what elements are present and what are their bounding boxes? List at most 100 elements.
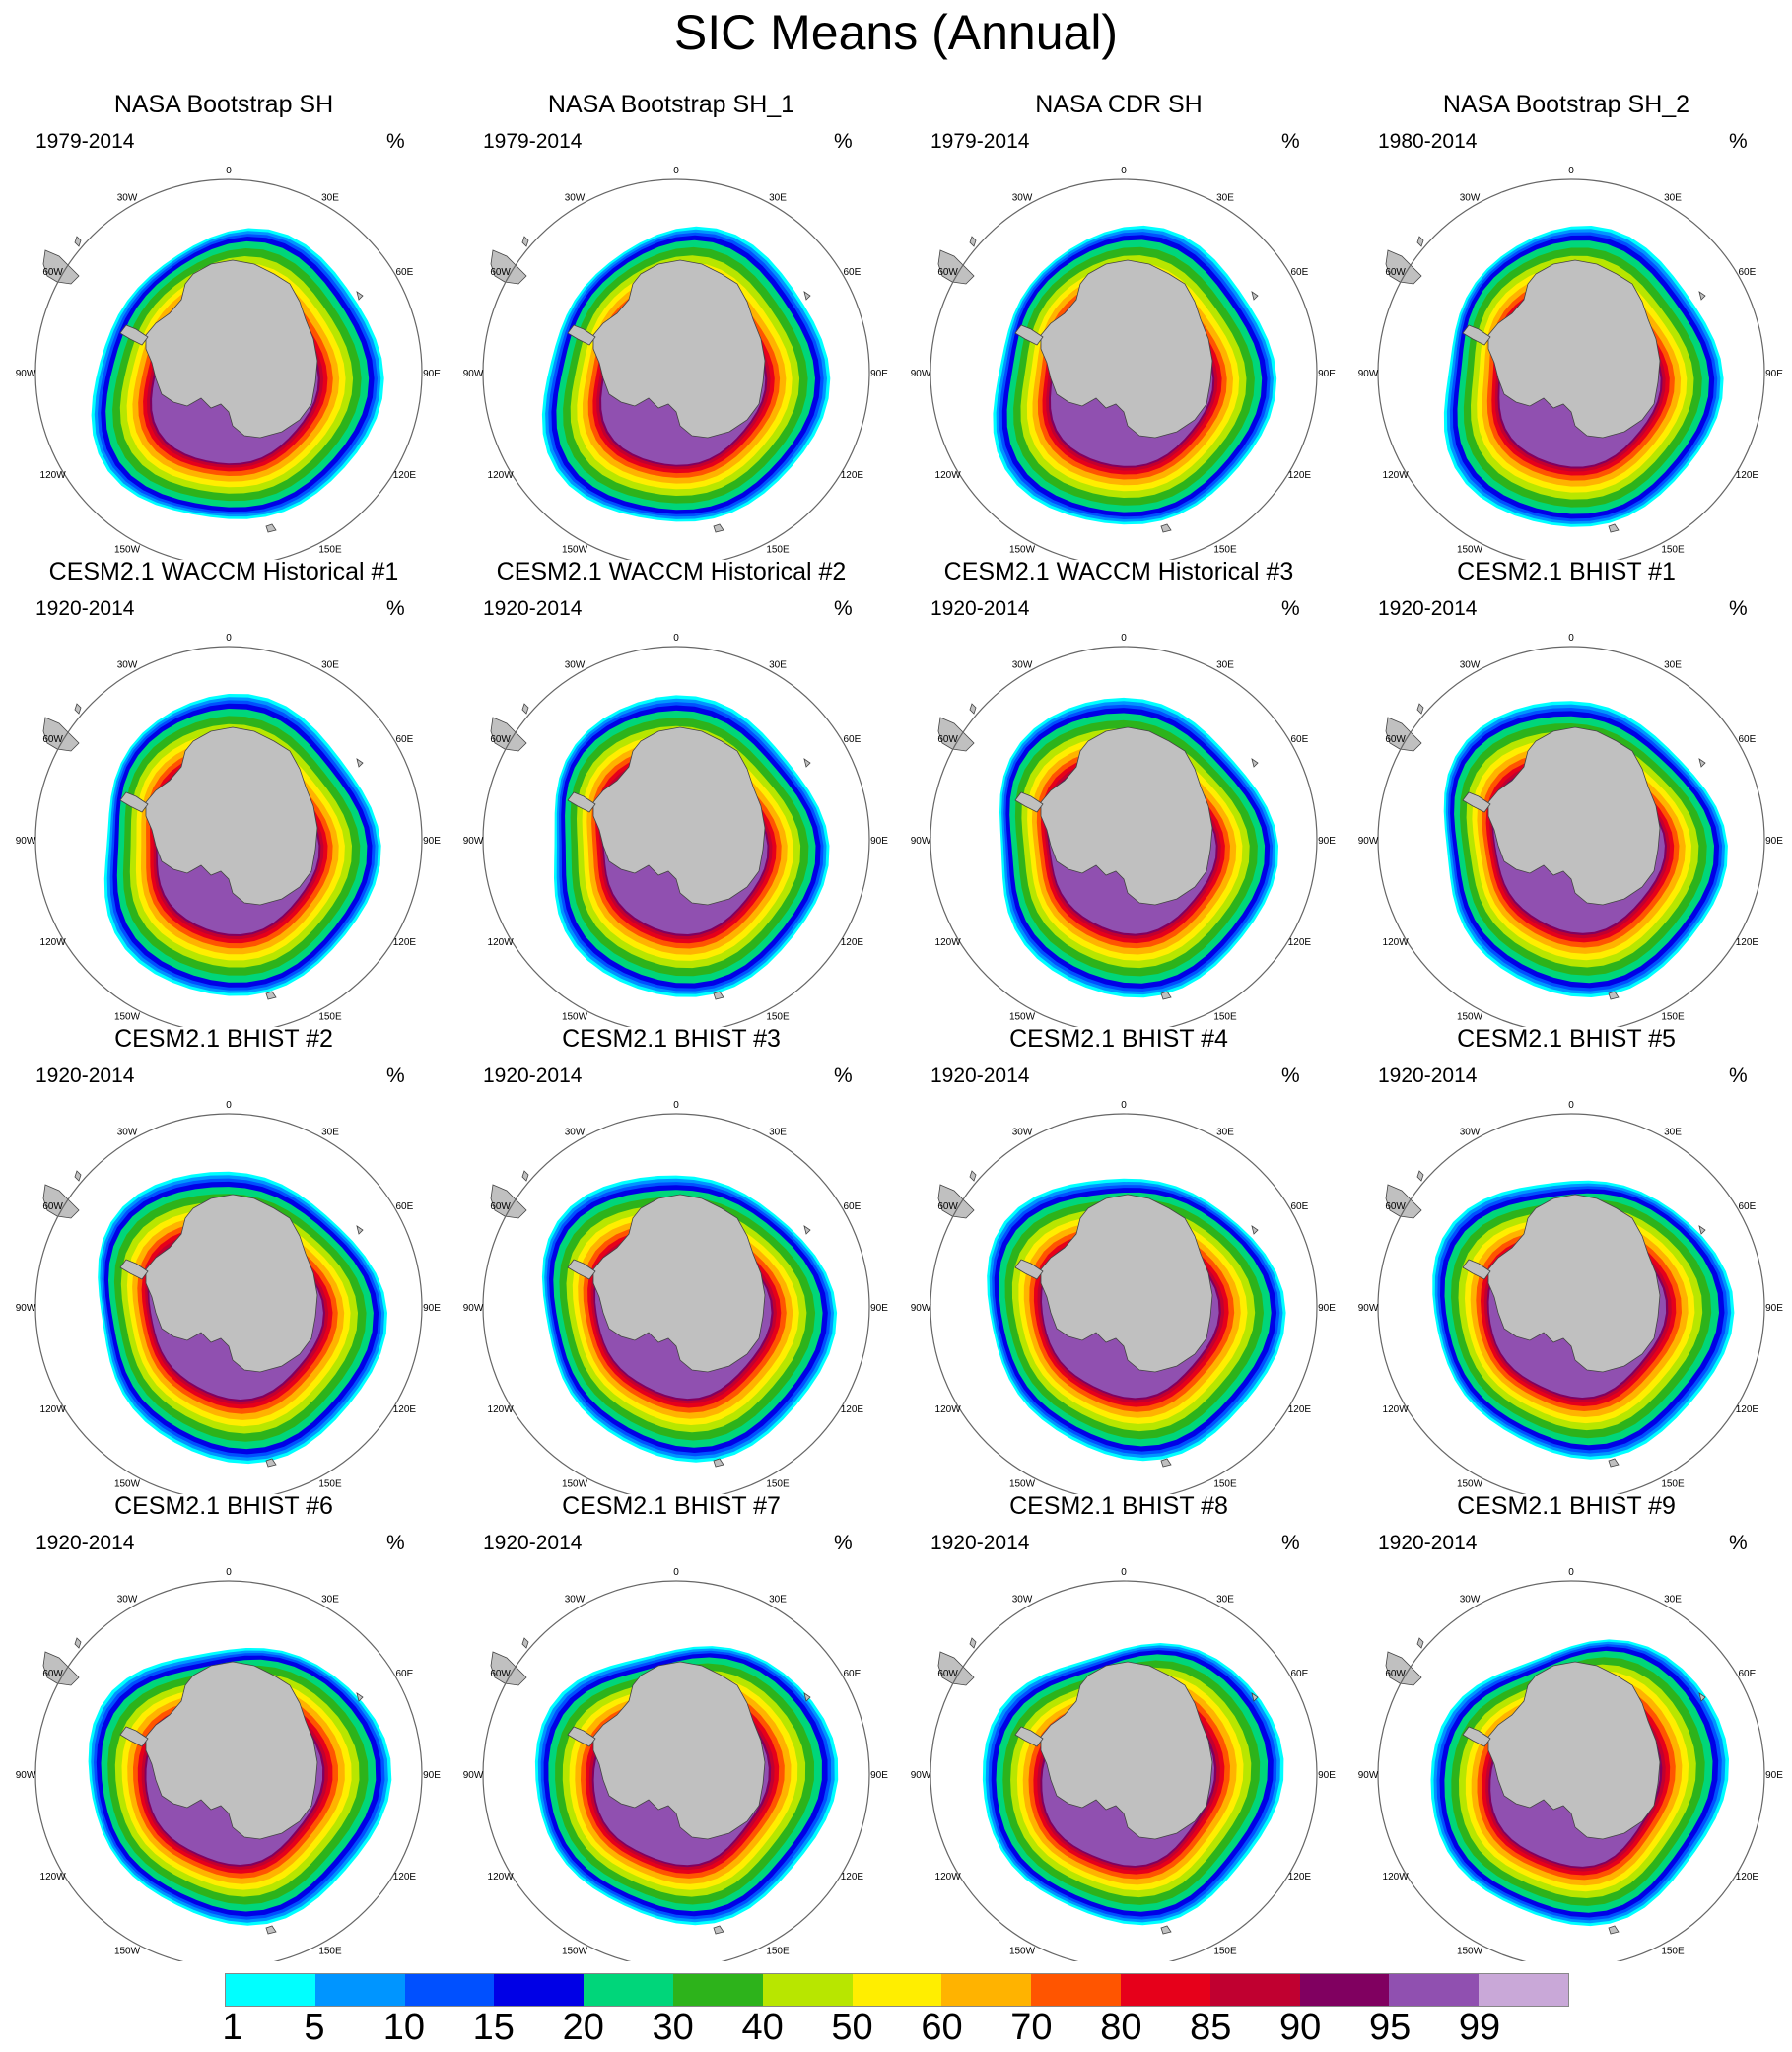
longitude-label: 150W (114, 544, 141, 555)
longitude-label: 150E (1661, 544, 1685, 555)
island (265, 1458, 277, 1468)
longitude-label: 60E (1291, 1201, 1309, 1212)
map-boundary (482, 178, 870, 560)
colorbar-swatch (1120, 1974, 1210, 2006)
island (1251, 1692, 1259, 1702)
antarctic-peninsula (567, 791, 596, 813)
map-boundary (34, 1113, 423, 1494)
island (1416, 236, 1424, 247)
longitude-label: 30E (321, 660, 339, 671)
island (265, 523, 277, 533)
panel-units: % (834, 1532, 853, 1554)
longitude-label: 150W (1457, 1478, 1483, 1489)
longitude-label: 120W (488, 1404, 515, 1415)
longitude-label: 120E (1736, 1404, 1759, 1415)
longitude-label: 30W (1012, 1128, 1033, 1138)
longitude-label: 60E (844, 1201, 862, 1212)
map-boundary (482, 646, 870, 1027)
longitude-label: 90W (16, 1770, 36, 1781)
colorbar-swatch (584, 1974, 673, 2006)
colorbar-swatch (226, 1974, 315, 2006)
longitude-label: 150W (1457, 1011, 1483, 1022)
polar-map: 030E60E90E120E150E180150W120W90W60W30W (911, 1100, 1336, 1494)
longitude-label: 60W (1385, 267, 1406, 278)
longitude-label: 90E (1765, 836, 1783, 847)
longitude-label: 0 (226, 1100, 232, 1111)
panel-years: 1920-2014 (930, 597, 1030, 620)
colorbar-label: 90 (1279, 2007, 1322, 2048)
panel-units: % (834, 130, 853, 153)
longitude-label: 90E (423, 1770, 441, 1781)
antarctic-peninsula (119, 324, 149, 346)
south-america-landmass (1385, 1651, 1422, 1686)
polar-map: 030E60E90E120E150E180150W120W90W60W30W (463, 1567, 888, 1961)
longitude-label: 150E (1213, 1478, 1237, 1489)
south-america-landmass (490, 1184, 527, 1219)
longitude-label: 150E (1213, 1946, 1237, 1956)
longitude-label: 60W (42, 1669, 63, 1679)
longitude-label: 120W (488, 1872, 515, 1882)
longitude-label: 90E (1765, 1303, 1783, 1314)
map-boundary (482, 1580, 870, 1961)
longitude-label: 30E (1216, 193, 1234, 204)
longitude-label: 90W (1358, 369, 1379, 379)
panel-years: 1980-2014 (1378, 130, 1478, 153)
colorbar-label: 1 (222, 2007, 243, 2048)
longitude-label: 60E (844, 734, 862, 745)
map-boundary (1377, 646, 1765, 1027)
panel-years: 1979-2014 (930, 130, 1030, 153)
longitude-label: 90E (1318, 1770, 1336, 1781)
island (74, 1170, 82, 1182)
map-panel: 030E60E90E120E150E180150W120W90W60W30WNA… (1343, 91, 1790, 560)
map-panel: 030E60E90E120E150E180150W120W90W60W30WCE… (448, 558, 895, 1027)
longitude-label: 120E (393, 470, 417, 481)
longitude-label: 90E (1318, 1303, 1336, 1314)
map-boundary (930, 1113, 1318, 1494)
south-america-landmass (490, 249, 527, 285)
south-america-landmass (1385, 249, 1422, 285)
panel-title: NASA Bootstrap SH (113, 91, 334, 118)
panel-years: 1920-2014 (1378, 597, 1478, 620)
island (356, 1692, 364, 1702)
colorbar-swatch (494, 1974, 585, 2006)
island (265, 991, 277, 1000)
longitude-label: 120W (935, 1872, 962, 1882)
island (1416, 703, 1424, 715)
island (1160, 1925, 1172, 1935)
longitude-label: 60E (844, 267, 862, 278)
panel-units: % (1729, 130, 1748, 153)
longitude-label: 120E (393, 1404, 417, 1415)
island (1608, 991, 1620, 1000)
island (969, 1637, 977, 1649)
island (1416, 1637, 1424, 1649)
longitude-label: 0 (1568, 1100, 1574, 1111)
longitude-label: 120W (40, 937, 67, 948)
longitude-label: 120W (935, 937, 962, 948)
panel-title: CESM2.1 BHIST #9 (1457, 1492, 1676, 1520)
panel-title: CESM2.1 WACCM Historical #1 (48, 558, 399, 585)
longitude-label: 150W (562, 544, 588, 555)
south-america-landmass (490, 1651, 527, 1686)
panel-units: % (1281, 130, 1300, 153)
longitude-label: 120E (1288, 1872, 1312, 1882)
longitude-label: 30W (117, 660, 138, 671)
island (1608, 1925, 1620, 1935)
longitude-label: 60E (1291, 1669, 1309, 1679)
map-boundary (1377, 178, 1765, 560)
colorbar (225, 1973, 1569, 2007)
longitude-label: 120W (1383, 470, 1410, 481)
longitude-label: 0 (226, 633, 232, 644)
colorbar-labels: 1 5 10 15 20 30 40 50 60 70 80 85 90 95 99 (222, 2007, 1569, 2052)
longitude-label: 90W (911, 369, 931, 379)
colorbar-swatch (762, 1974, 853, 2006)
longitude-label: 150E (766, 1011, 790, 1022)
map-panel: 030E60E90E120E150E180150W120W90W60W30WCE… (895, 1025, 1343, 1494)
longitude-label: 0 (226, 166, 232, 176)
map-boundary (930, 1580, 1318, 1961)
longitude-label: 150W (562, 1011, 588, 1022)
longitude-label: 150E (766, 544, 790, 555)
longitude-label: 60E (396, 1669, 414, 1679)
longitude-label: 60E (1739, 734, 1757, 745)
longitude-label: 30E (321, 1128, 339, 1138)
panel-units: % (1281, 597, 1300, 620)
